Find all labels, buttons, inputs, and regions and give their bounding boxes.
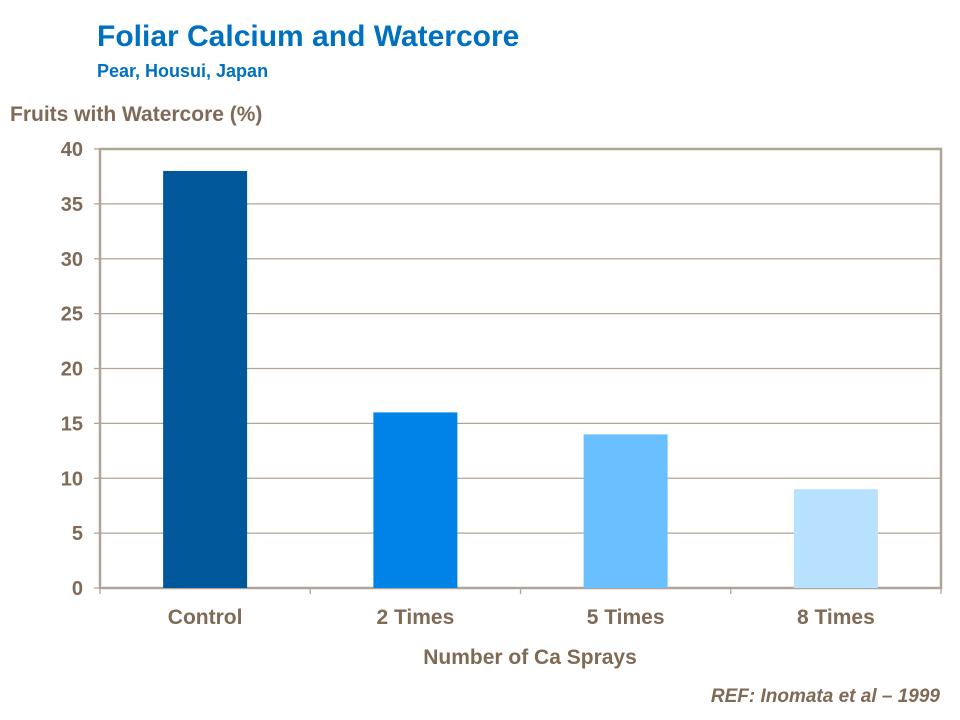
x-tick-label: Control	[168, 606, 243, 629]
y-tick-label: 0	[72, 578, 83, 600]
y-tick-label: 25	[61, 304, 83, 326]
reference-note: REF: Inomata et al – 1999	[710, 686, 940, 707]
x-tick-label: 2 Times	[376, 606, 454, 629]
bar-2-times	[373, 412, 458, 588]
bar-5-times	[583, 434, 668, 588]
y-tick-label: 15	[61, 413, 83, 435]
y-tick-label: 35	[61, 194, 83, 216]
y-tick-label: 10	[61, 468, 83, 490]
y-tick-label: 5	[72, 523, 83, 545]
x-tick-label: 8 Times	[797, 606, 875, 629]
y-tick-label: 20	[61, 359, 83, 381]
y-axis-label: Fruits with Watercore (%)	[10, 103, 263, 126]
y-tick-label: 40	[61, 139, 83, 161]
x-tick-label: 5 Times	[587, 606, 665, 629]
chart-subtitle: Pear, Housui, Japan	[97, 61, 269, 81]
chart-title: Foliar Calcium and Watercore	[97, 20, 520, 53]
bar-control	[163, 170, 248, 588]
y-tick-label: 30	[61, 249, 83, 271]
bar-8-times	[793, 489, 878, 588]
x-axis-label: Number of Ca Sprays	[423, 646, 637, 669]
